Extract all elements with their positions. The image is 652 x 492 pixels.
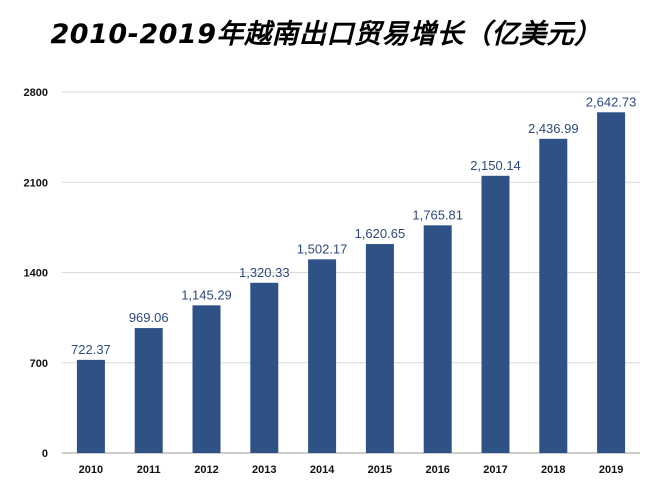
data-label: 2,436.99 [528,121,579,136]
data-label: 1,502.17 [297,241,348,256]
bar-2010 [76,359,105,453]
bars [76,112,626,453]
bar-2019 [597,112,626,453]
data-label: 2,642.73 [586,94,637,109]
bar-2018 [539,138,568,453]
y-tick-label: 700 [30,358,48,370]
x-tick-label: 2010 [79,464,103,476]
x-tick-label: 2017 [483,464,507,476]
data-label: 1,620.65 [355,226,406,241]
bar-2012 [192,305,221,453]
bar-2017 [481,175,510,453]
x-tick-label: 2014 [310,464,335,476]
x-tick-label: 2015 [368,464,392,476]
y-tick-label: 1400 [24,268,48,280]
x-tick-label: 2013 [252,464,276,476]
data-label: 1,145.29 [181,287,232,302]
x-tick-label: 2018 [541,464,565,476]
y-tick-label: 2800 [24,87,48,99]
chart-title: 2010-2019年越南出口贸易增长（亿美元） [50,19,602,50]
y-tick-label: 2100 [24,177,48,189]
data-label: 722.37 [71,342,111,357]
bar-2015 [365,244,394,453]
y-tick-label: 0 [42,448,48,460]
bar-2013 [250,282,279,453]
bar-2014 [308,259,337,453]
y-axis-ticks: 0 700 1400 2100 2800 [24,87,48,460]
data-label: 969.06 [129,310,169,325]
x-tick-label: 2012 [194,464,218,476]
x-tick-label: 2019 [599,464,623,476]
x-tick-label: 2016 [425,464,449,476]
data-label: 2,150.14 [470,158,521,173]
data-label: 1,765.81 [412,207,463,222]
data-labels: 722.37 969.06 1,145.29 1,320.33 1,502.17 1,62… [71,94,636,357]
x-axis-ticks: 2010 2011 2012 2013 2014 2015 2016 2017 2018 2019 [79,464,624,476]
bar-2016 [423,225,452,453]
data-label: 1,320.33 [239,265,290,280]
bar-2011 [134,328,163,453]
x-tick-label: 2011 [137,464,161,476]
